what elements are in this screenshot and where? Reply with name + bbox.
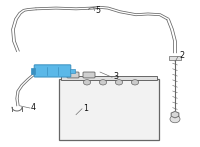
Circle shape bbox=[170, 115, 180, 123]
Circle shape bbox=[83, 80, 91, 85]
Text: 4: 4 bbox=[31, 103, 36, 112]
Bar bbox=[70, 69, 75, 73]
Bar bbox=[169, 56, 181, 60]
FancyBboxPatch shape bbox=[67, 72, 79, 78]
Text: 5: 5 bbox=[95, 6, 100, 15]
FancyBboxPatch shape bbox=[83, 72, 95, 78]
Text: 1: 1 bbox=[83, 104, 88, 113]
Text: 3: 3 bbox=[113, 72, 118, 81]
Bar bbox=[31, 68, 35, 74]
FancyBboxPatch shape bbox=[34, 65, 71, 77]
Text: 2: 2 bbox=[179, 51, 184, 60]
Polygon shape bbox=[171, 111, 179, 118]
Circle shape bbox=[131, 80, 139, 85]
Bar bbox=[59, 79, 159, 140]
Bar bbox=[61, 76, 157, 80]
Circle shape bbox=[99, 80, 107, 85]
Circle shape bbox=[115, 80, 123, 85]
